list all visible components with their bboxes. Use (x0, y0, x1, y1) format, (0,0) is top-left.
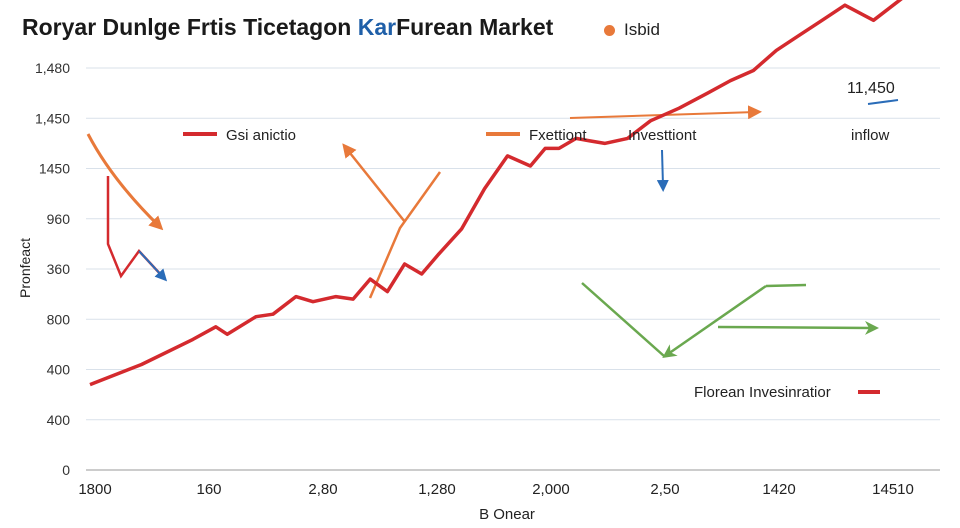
badge-dot-icon (604, 24, 615, 36)
x-tick-label: 1,280 (418, 481, 456, 498)
x-axis-label: B Onear (479, 506, 535, 523)
y-tick-label: 1450 (39, 161, 70, 177)
title-part-2: Kar (357, 14, 397, 40)
orange-curve-arrow (86, 133, 164, 231)
annotation-inflow: inflow (851, 127, 890, 144)
green-right-arrow (717, 320, 879, 335)
x-ticks: 1800 160 2,80 1,280 2,000 2,50 1420 14510 (78, 481, 914, 498)
annotation-fxettiont: Fxettiont (529, 127, 587, 144)
title-part-1: Roryar Dunlge Frtis Ticetagon (22, 14, 358, 40)
y-tick-label: 960 (47, 211, 71, 227)
series-line (89, 0, 903, 387)
annotation-florean: Florean Invesinratior (694, 384, 831, 401)
blue-down-arrow (656, 149, 669, 192)
y-tick-label: 0 (62, 462, 70, 478)
orange-rise-line (368, 171, 442, 299)
badge-label: Isbid (624, 20, 660, 39)
y-tick-label: 1,480 (35, 60, 70, 76)
x-tick-label: 2,80 (308, 481, 337, 498)
x-tick-label: 160 (196, 481, 221, 498)
annotation-arrows (86, 99, 899, 394)
blue-small-arrow (138, 250, 168, 282)
title-badge: Isbid (604, 20, 660, 40)
blue-top-tick (867, 99, 899, 105)
x-tick-label: 14510 (872, 481, 914, 498)
green-top-line (765, 283, 807, 288)
annotation-investtiont: Investtiont (628, 127, 697, 144)
y-tick-label: 360 (47, 261, 71, 277)
orange-up-arrow (342, 143, 406, 223)
x-tick-label: 1420 (762, 481, 795, 498)
red-small-arrow (106, 176, 164, 279)
y-tick-label: 400 (47, 412, 71, 428)
grid (86, 67, 940, 421)
y-tick-label: 800 (47, 311, 71, 327)
green-down-line (581, 282, 665, 357)
title-part-3: Furean Market (396, 14, 554, 40)
x-tick-label: 1800 (78, 481, 111, 498)
y-axis-label: Pronfeact (17, 238, 33, 298)
green-back-arrow (662, 284, 767, 358)
chart-title: Roryar Dunlge Frtis Ticetagon KarFurean … (22, 14, 553, 41)
y-tick-label: 1,450 (35, 110, 70, 126)
series-group (89, 0, 903, 387)
annotation-value: 11,450 (847, 80, 895, 97)
y-ticks: 0 400 400 800 360 960 1450 1,450 1,480 (35, 60, 70, 478)
x-tick-label: 2,50 (650, 481, 679, 498)
annotation-gsi: Gsi anictio (226, 127, 296, 144)
y-tick-label: 400 (47, 362, 71, 378)
x-tick-label: 2,000 (532, 481, 570, 498)
